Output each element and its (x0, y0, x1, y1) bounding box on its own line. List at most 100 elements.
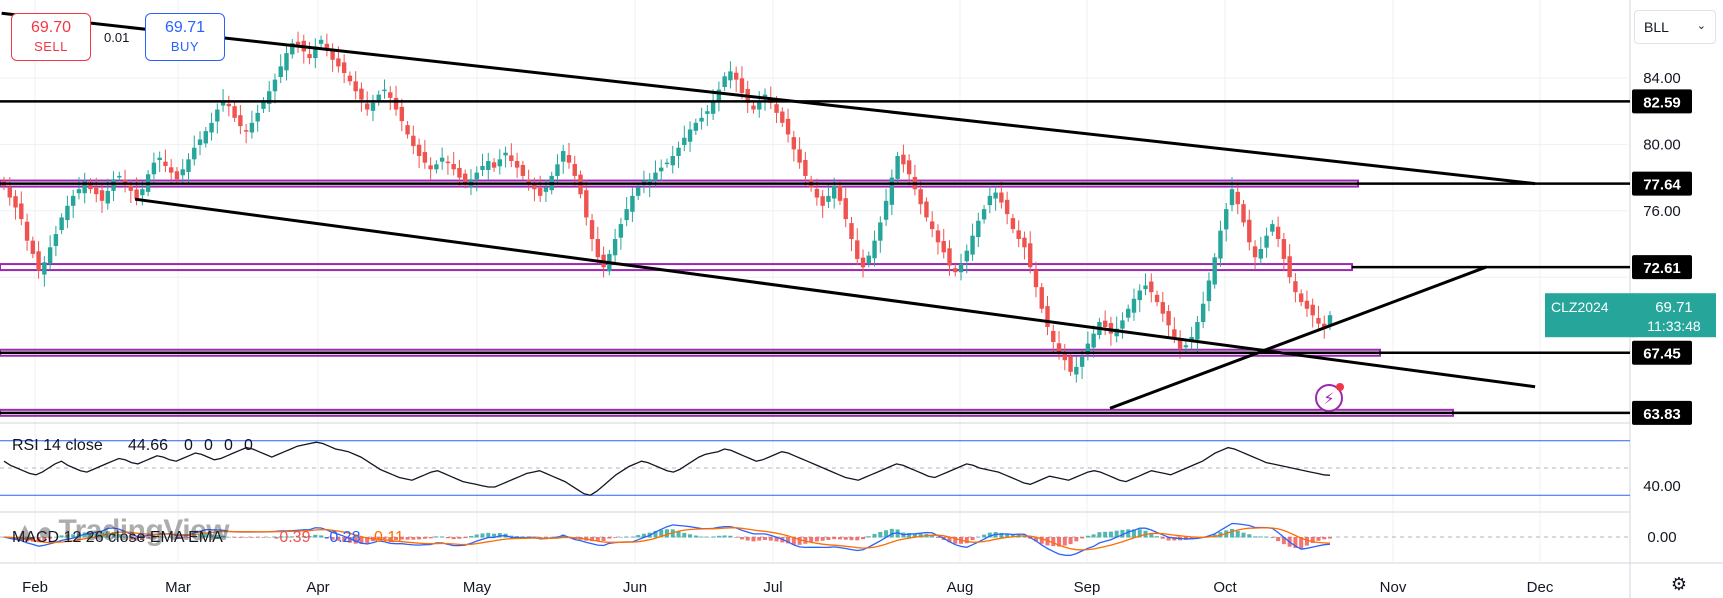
candle-body (595, 239, 601, 258)
macd-histogram-bar (745, 537, 750, 541)
candle-body (19, 203, 24, 220)
macd-histogram-bar (272, 536, 277, 538)
macd-histogram-bar (169, 536, 174, 538)
macd-histogram-bar (1264, 536, 1269, 538)
candle-body (987, 195, 993, 206)
candle-body (122, 179, 128, 185)
macd-histogram-bar (94, 532, 99, 538)
macd-histogram-bar (474, 534, 479, 538)
macd-histogram-bar (1258, 536, 1263, 538)
macd-histogram-bar (336, 537, 341, 541)
macd-histogram-bar (1276, 537, 1281, 542)
macd-histogram-bar (1155, 536, 1160, 538)
macd-histogram-bar (907, 533, 912, 538)
candle-body (168, 167, 174, 173)
macd-histogram-bar (1149, 533, 1154, 538)
candle-body (428, 165, 433, 170)
candle-body (612, 239, 618, 256)
candle-body (463, 173, 468, 185)
macd-histogram-bar (987, 532, 992, 538)
buy-button[interactable]: 69.71 BUY (145, 13, 225, 61)
macd-histogram-bar (128, 537, 133, 540)
candle-body (1166, 311, 1171, 326)
candle-body (353, 81, 358, 92)
macd-histogram-bar (192, 535, 197, 538)
candle-body (682, 137, 687, 146)
price-tick-label: 84.00 (1643, 70, 1681, 87)
candle-body (1085, 343, 1091, 355)
rsi-extra-value: 0 (224, 437, 233, 454)
candle-body (849, 223, 854, 240)
macd-histogram-bar (388, 537, 393, 541)
candle-body (272, 79, 278, 92)
macd-histogram-bar (232, 537, 237, 538)
candle-body (774, 104, 779, 113)
candle-body (906, 160, 912, 175)
macd-histogram-bar (1039, 537, 1044, 544)
candle-body (1172, 329, 1177, 337)
candle-body (1252, 246, 1258, 258)
symbol-select[interactable]: BLL ⌄ (1634, 10, 1716, 44)
brand-name: TradingView (58, 514, 230, 547)
macd-histogram-bar (319, 535, 324, 538)
macd-histogram-bar (365, 537, 370, 544)
candle-body (630, 195, 635, 212)
candle-body (947, 248, 952, 266)
candle-body (705, 111, 710, 114)
candle-body (47, 247, 53, 264)
candle-body (24, 221, 30, 241)
candle-body (687, 129, 693, 142)
candle-body (676, 147, 681, 157)
macd-histogram-bar (953, 537, 958, 544)
candle-body (1102, 320, 1108, 327)
level-tag (1632, 340, 1692, 365)
symbol-price-tag (1545, 293, 1633, 338)
macd-value: -0.28 (324, 529, 361, 546)
time-tick-label: Apr (306, 579, 329, 596)
spread-value: 0.01 (104, 30, 130, 45)
macd-histogram-bar (855, 537, 860, 541)
rsi-tick-label: 40.00 (1643, 478, 1681, 495)
candle-body (480, 165, 485, 170)
candle-body (365, 103, 370, 110)
macd-histogram-bar (307, 536, 312, 538)
macd-histogram-bar (359, 537, 364, 545)
candle-body (1056, 343, 1062, 354)
trendline (1, 11, 1536, 186)
rsi-name: RSI 14 close (12, 437, 103, 454)
candle-body (970, 235, 975, 255)
zone-band (0, 263, 1353, 272)
candle-body (1247, 219, 1252, 243)
rsi-extra-value: 0 (204, 437, 213, 454)
macd-histogram-bar (88, 533, 93, 538)
macd-histogram-bar (826, 537, 831, 540)
candle-body (157, 157, 162, 161)
macd-histogram-bar (146, 537, 151, 539)
macd-name: MACD 12 26 close EMA EMA (12, 529, 223, 546)
price-tick-label: 76.00 (1643, 203, 1681, 220)
gear-icon[interactable]: ⚙ (1670, 574, 1688, 594)
candle-body (457, 167, 462, 178)
macd-histogram-bar (1091, 534, 1096, 538)
macd-histogram-bar (36, 537, 41, 543)
candle-body (180, 169, 185, 176)
candle-body (584, 190, 589, 218)
sell-button[interactable]: 69.70 SELL (11, 13, 91, 61)
candle-body (99, 190, 105, 201)
candle-body (532, 183, 537, 190)
tradingview-logo-icon: ▲● (12, 516, 53, 546)
candle-body (1137, 290, 1142, 301)
candle-body (307, 54, 312, 59)
macd-histogram-bar (492, 533, 497, 538)
macd-histogram-bar (711, 536, 716, 538)
macd-histogram-bar (1235, 530, 1240, 538)
level-tag-label: 63.83 (1643, 406, 1681, 423)
candle-body (1235, 191, 1240, 205)
candle-body (497, 159, 503, 167)
candle-body (1287, 256, 1292, 278)
macd-histogram-bar (1253, 536, 1258, 538)
candle-body (295, 41, 301, 45)
candle-body (278, 66, 283, 78)
candle-body (451, 163, 456, 170)
